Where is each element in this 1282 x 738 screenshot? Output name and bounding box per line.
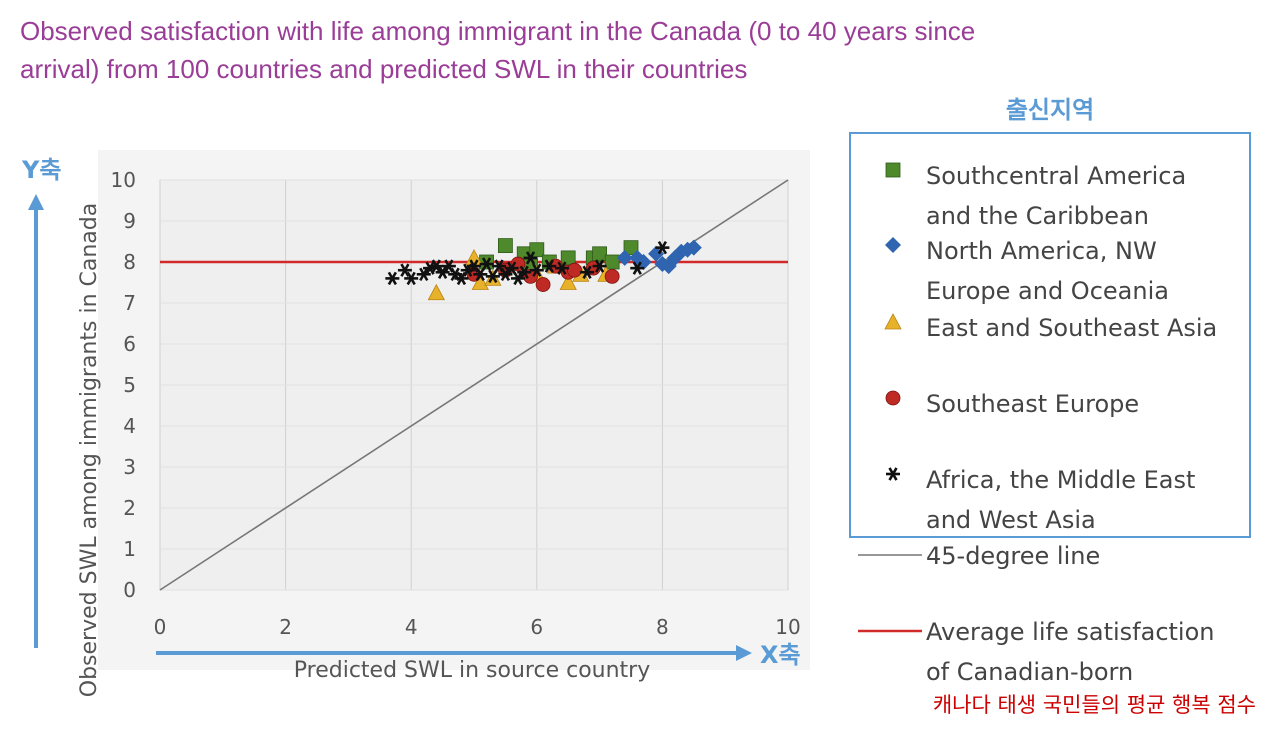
data-point-star bbox=[473, 267, 488, 282]
data-point-star bbox=[542, 259, 557, 273]
y-tick-label: 5 bbox=[123, 373, 136, 397]
data-point-star bbox=[510, 271, 525, 286]
title-line-1: Observed satisfaction with life among im… bbox=[20, 16, 976, 46]
x-axis-tag: X축 bbox=[760, 641, 801, 669]
x-tick-label: 0 bbox=[154, 615, 167, 639]
legend-label: and West Asia bbox=[926, 506, 1096, 534]
y-tick-label: 3 bbox=[123, 455, 136, 479]
tick-labels: 0 2 4 6 8 10 0 1 2 3 4 5 6 7 8 9 10 bbox=[111, 168, 801, 639]
data-point-triangle bbox=[427, 283, 445, 301]
data-point-star bbox=[404, 271, 419, 286]
data-point-star bbox=[454, 271, 469, 286]
data-point-star bbox=[479, 257, 494, 271]
data-point-star bbox=[485, 269, 500, 284]
data-points bbox=[385, 238, 702, 301]
chart-title: Observed satisfaction with life among im… bbox=[20, 12, 1220, 88]
data-point-star bbox=[580, 265, 595, 279]
data-point-square bbox=[604, 254, 620, 270]
x-tick-label: 6 bbox=[530, 615, 543, 639]
legend-label: 45-degree line bbox=[926, 542, 1100, 570]
data-point-star bbox=[655, 240, 670, 255]
data-point-diamond bbox=[616, 249, 633, 266]
y-tick-label: 9 bbox=[123, 209, 136, 233]
y-tick-label: 6 bbox=[123, 332, 136, 356]
legend-label: Europe and Oceania bbox=[926, 277, 1169, 305]
data-point-circle bbox=[535, 277, 551, 292]
legend-label: Southcentral America bbox=[926, 162, 1186, 190]
data-point-star bbox=[429, 259, 444, 273]
data-point-star bbox=[517, 265, 532, 279]
data-point-star bbox=[529, 263, 544, 277]
y-tick-label: 4 bbox=[123, 414, 136, 438]
y-arrow-head bbox=[28, 194, 44, 210]
y-axis-label: Observed SWL among immigrants in Canada bbox=[77, 203, 102, 697]
x-axis-label: Predicted SWL in source country bbox=[294, 658, 650, 683]
legend-label: and the Caribbean bbox=[926, 202, 1149, 230]
diamond-icon bbox=[885, 237, 901, 253]
legend-label: of Canadian-born bbox=[926, 658, 1133, 686]
y-tick-label: 8 bbox=[123, 250, 136, 274]
y-tick-label: 1 bbox=[123, 537, 136, 561]
legend-label: Southeast Europe bbox=[926, 390, 1139, 418]
legend-label: Average life satisfaction bbox=[926, 618, 1214, 646]
data-point-circle bbox=[604, 268, 620, 284]
data-point-star bbox=[498, 267, 513, 282]
data-point-square bbox=[623, 240, 639, 256]
title-line-2: arrival) from 100 countries and predicte… bbox=[20, 54, 748, 84]
x-tick-label: 2 bbox=[279, 615, 292, 639]
circle-icon bbox=[885, 390, 901, 406]
triangle-icon bbox=[884, 313, 902, 330]
data-point-star bbox=[492, 259, 507, 273]
red-line-note: 캐나다 태생 국민들의 평균 행복 점수 bbox=[933, 693, 1256, 717]
legend-label: North America, NW bbox=[926, 237, 1157, 265]
data-point-triangle bbox=[559, 273, 577, 290]
data-point-square bbox=[497, 238, 513, 254]
data-point-star bbox=[435, 265, 450, 279]
data-point-circle bbox=[567, 262, 582, 278]
legend-box bbox=[849, 132, 1251, 538]
data-point-star bbox=[523, 251, 538, 265]
x-arrow-head bbox=[736, 645, 752, 661]
data-point-square bbox=[592, 246, 607, 262]
x-tick-label: 10 bbox=[775, 615, 800, 639]
legend-header: 출신지역 bbox=[1006, 96, 1094, 124]
data-point-star bbox=[416, 267, 431, 282]
x-tick-label: 8 bbox=[656, 615, 669, 639]
data-point-star bbox=[592, 259, 607, 273]
data-point-star bbox=[554, 261, 569, 275]
y-tick-label: 7 bbox=[123, 291, 136, 315]
y-tick-label: 2 bbox=[123, 496, 136, 520]
data-point-star bbox=[441, 259, 456, 273]
y-axis-tag: Y축 bbox=[21, 156, 61, 184]
data-point-star bbox=[385, 271, 400, 286]
data-point-diamond bbox=[685, 239, 702, 256]
data-point-star bbox=[397, 263, 412, 277]
legend-label: East and Southeast Asia bbox=[926, 314, 1217, 342]
data-point-star bbox=[504, 261, 519, 275]
x-tick-label: 4 bbox=[405, 615, 418, 639]
star-icon bbox=[886, 467, 900, 481]
y-tick-label: 10 bbox=[111, 168, 136, 192]
legend-label: Africa, the Middle East bbox=[926, 466, 1195, 494]
data-point-star bbox=[467, 259, 481, 273]
legend: Southcentral America and the Caribbean Nor… bbox=[858, 162, 1217, 686]
y-tick-label: 0 bbox=[123, 578, 136, 602]
data-point-square bbox=[560, 250, 576, 266]
data-point-star bbox=[630, 261, 645, 275]
square-icon bbox=[885, 162, 901, 178]
